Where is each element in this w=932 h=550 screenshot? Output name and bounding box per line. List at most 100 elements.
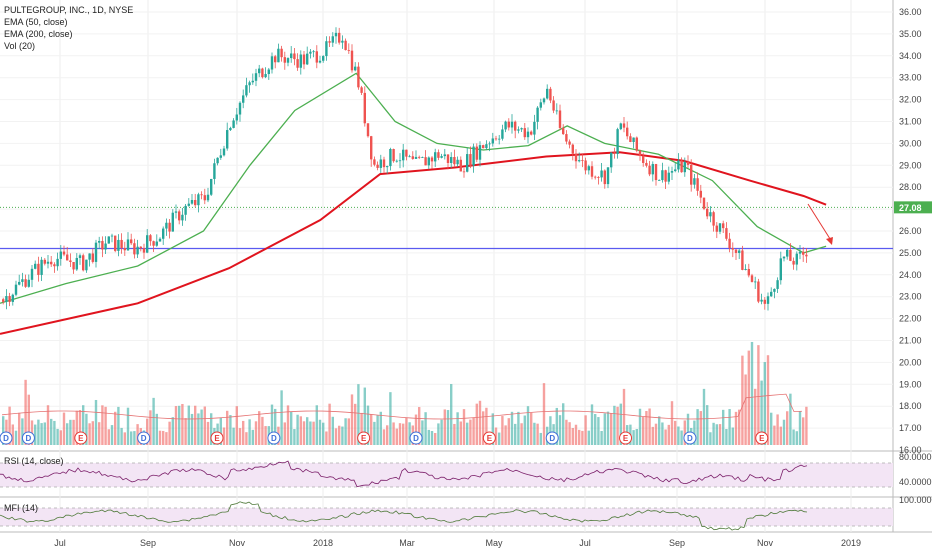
volume-bar xyxy=(680,430,683,445)
volume-bar xyxy=(504,425,507,445)
candle-body xyxy=(254,73,258,81)
candle-body xyxy=(338,32,341,43)
volume-bar xyxy=(443,409,446,445)
candle-body xyxy=(62,251,66,255)
candle-body xyxy=(798,251,802,254)
event-label: D xyxy=(549,434,555,443)
volume-bar xyxy=(651,426,654,445)
volume-bar xyxy=(338,425,341,445)
volume-bar xyxy=(309,421,312,445)
volume-bar xyxy=(136,424,139,445)
volume-bar xyxy=(661,422,664,445)
candle-body xyxy=(162,228,165,239)
candle-body xyxy=(453,157,456,165)
event-circle xyxy=(619,431,633,445)
candle-body xyxy=(510,121,514,128)
volume-bar xyxy=(667,424,670,445)
price-tick-label: 29.00 xyxy=(899,160,922,170)
volume-bar xyxy=(766,355,770,445)
candle-body xyxy=(574,153,578,162)
rsi-line xyxy=(0,460,808,488)
candle-body xyxy=(440,156,443,158)
candle-body xyxy=(184,205,187,215)
candle-body xyxy=(523,128,526,138)
candle-body xyxy=(274,56,277,63)
volume-bar xyxy=(456,412,459,445)
event-circle xyxy=(357,431,371,445)
volume-bar xyxy=(107,429,110,445)
candle-body xyxy=(731,248,734,250)
price-tick-label: 34.00 xyxy=(899,51,922,61)
volume-bar xyxy=(178,405,181,445)
dividend-marker: D xyxy=(683,431,697,445)
volume-bar xyxy=(318,419,322,445)
legend: PULTEGROUP, INC., 1D, NYSE EMA (50, clos… xyxy=(4,4,133,52)
volume-bar xyxy=(427,429,430,445)
volume-bar xyxy=(75,410,78,445)
candle-body xyxy=(450,157,453,164)
volume-bar xyxy=(542,383,546,445)
volume-bar xyxy=(315,405,318,445)
candle-body xyxy=(664,170,667,182)
rsi-tick-label: 40.0000 xyxy=(899,477,932,487)
volume-bar xyxy=(69,419,72,445)
volume-bar xyxy=(66,423,69,445)
volume-bar xyxy=(491,413,494,445)
volume-bar xyxy=(238,428,242,445)
candle-body xyxy=(677,160,680,170)
volume-bar xyxy=(539,432,542,445)
candle-body xyxy=(446,154,450,164)
candle-body xyxy=(158,238,162,242)
volume-bar xyxy=(603,413,606,445)
candle-body xyxy=(322,56,325,61)
volume-bar xyxy=(414,414,418,445)
volume-bar xyxy=(126,407,130,445)
volume-bar xyxy=(568,422,571,445)
candle-body xyxy=(98,240,101,243)
volume-bar xyxy=(530,412,533,445)
volume-bar xyxy=(56,428,59,445)
volume-bar xyxy=(27,394,30,445)
candle-body xyxy=(280,48,283,58)
ema50-line xyxy=(0,72,827,304)
volume-bar xyxy=(619,403,622,445)
candle-body xyxy=(613,152,616,154)
volume-bar xyxy=(91,421,94,445)
volume-bar xyxy=(549,416,552,445)
volume-bar xyxy=(715,424,718,445)
earnings-marker: E xyxy=(755,431,769,445)
candle-body xyxy=(786,249,789,257)
candle-body xyxy=(302,54,306,65)
candle-body xyxy=(718,223,722,232)
volume-bar xyxy=(642,416,645,445)
volume-bar xyxy=(712,422,715,445)
candle-body xyxy=(171,212,174,232)
volume-bar xyxy=(174,406,178,445)
volume-bar xyxy=(152,397,155,445)
volume-bar xyxy=(658,416,661,445)
candle-body xyxy=(14,284,18,295)
price-tick-label: 16.00 xyxy=(899,445,922,455)
volume-bar xyxy=(18,412,21,445)
event-label: E xyxy=(487,434,493,443)
rsi-tick-label: 80.0000 xyxy=(899,452,932,462)
candle-body xyxy=(283,57,286,63)
legend-ema50: EMA (50, close) xyxy=(4,17,68,27)
candle-body xyxy=(635,137,638,151)
candle-body xyxy=(674,169,677,172)
candle-body xyxy=(600,170,603,178)
time-tick-label: Sep xyxy=(669,538,685,548)
volume-bar xyxy=(565,419,568,445)
time-tick-label: May xyxy=(485,538,503,548)
candle-body xyxy=(267,69,270,75)
volume-bar xyxy=(802,417,805,445)
volume-bar xyxy=(373,421,376,445)
candle-body xyxy=(402,149,405,161)
candle-body xyxy=(661,170,664,181)
price-tick-label: 26.00 xyxy=(899,226,922,236)
candle-body xyxy=(725,228,728,239)
volume-bar xyxy=(664,429,667,445)
volume-bar xyxy=(632,430,635,445)
last-price-label: 27.08 xyxy=(899,203,922,213)
